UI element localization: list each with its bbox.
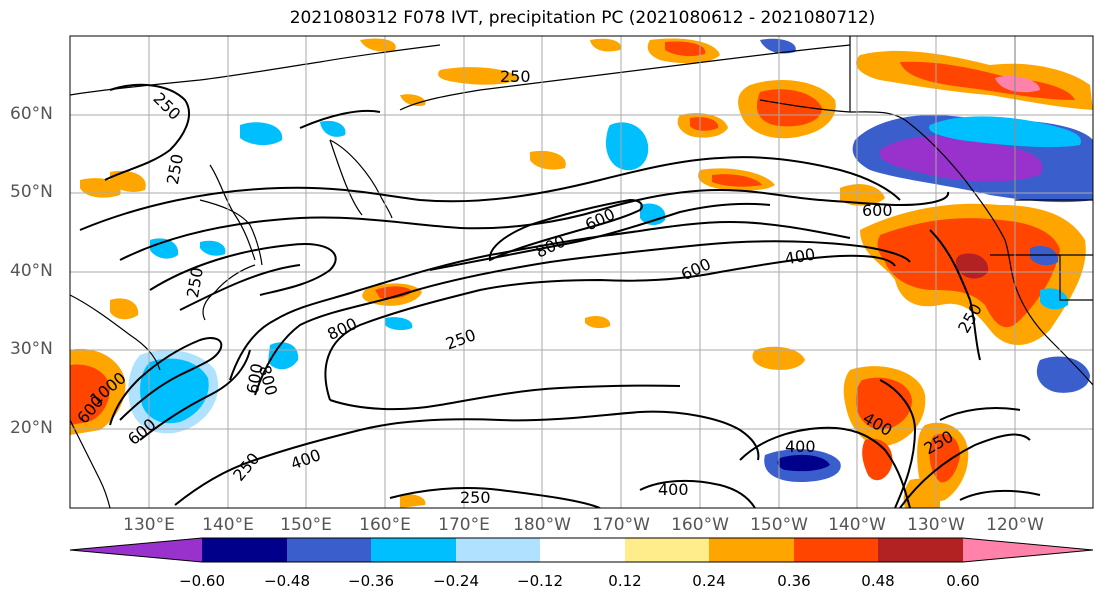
colorbar-tick-label: 0.36 [777, 572, 811, 590]
contour-label: 250 [460, 488, 491, 507]
lon-label: 150°E [280, 515, 332, 535]
colorbar-tick-label: 0.48 [861, 572, 895, 590]
lon-label: 130°E [123, 515, 175, 535]
colorbar [69, 537, 1094, 563]
lon-label: 140°W [828, 515, 886, 535]
colorbar-tick-label: 0.24 [692, 572, 726, 590]
lon-label: 140°E [202, 515, 254, 535]
colorbar-tick-label: 0.12 [608, 572, 642, 590]
colorbar-segment [625, 538, 709, 562]
map-panel: 250 250 250 600 800 600 400 600 250 800 … [70, 36, 1093, 508]
colorbar-tick-label: −0.36 [348, 572, 394, 590]
colorbar-segment [878, 538, 963, 562]
ivt-contours [79, 83, 1041, 508]
lat-label: 40°N [10, 261, 53, 281]
precipitation-shading [70, 38, 1093, 508]
colorbar-segment [371, 538, 456, 562]
contour-label: 250 [500, 67, 531, 86]
lat-label: 20°N [10, 418, 53, 438]
map-frame [69, 35, 1094, 509]
lon-label: 160°W [671, 515, 729, 535]
map-title: 2021080312 F078 IVT, precipitation PC (2… [289, 8, 876, 28]
colorbar-segment [709, 538, 794, 562]
colorbar-tick-label: −0.48 [264, 572, 310, 590]
contour-label: 400 [785, 437, 816, 456]
lat-label: 50°N [10, 182, 53, 202]
lat-label: 30°N [10, 339, 53, 359]
colorbar-segment [794, 538, 878, 562]
colorbar-tick-label: −0.60 [179, 572, 225, 590]
lon-label: 180°W [513, 515, 571, 535]
colorbar-segment [202, 538, 287, 562]
colorbar-segment [287, 538, 371, 562]
colorbar-tick-label: −0.24 [433, 572, 479, 590]
lon-label: 170°W [592, 515, 650, 535]
colorbar-tick-label: 0.60 [946, 572, 980, 590]
colorbar-tick-label: −0.12 [517, 572, 563, 590]
lon-label: 130°W [907, 515, 965, 535]
lon-label: 170°E [438, 515, 490, 535]
colorbar-arrow-right [963, 538, 1093, 562]
lon-label: 160°E [359, 515, 411, 535]
colorbar-segment [456, 538, 540, 562]
colorbar-arrow-left [70, 538, 202, 562]
colorbar-segment [540, 538, 625, 562]
lat-label: 60°N [10, 104, 53, 124]
lon-label: 150°W [750, 515, 808, 535]
lon-label: 120°W [986, 515, 1044, 535]
contour-label: 600 [862, 201, 893, 220]
contour-label: 400 [658, 480, 689, 499]
graticule [70, 36, 1093, 508]
